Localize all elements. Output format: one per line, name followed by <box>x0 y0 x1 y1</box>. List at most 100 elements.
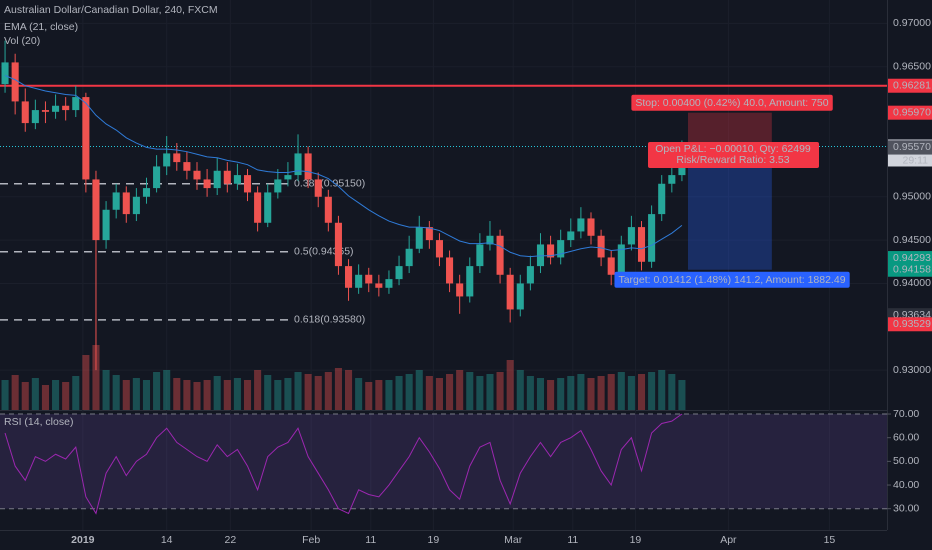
volume-bar <box>233 378 241 410</box>
volume-bar <box>415 370 423 410</box>
volume-bar <box>395 376 403 410</box>
candle-body <box>597 235 605 258</box>
candle-body <box>405 248 413 267</box>
volume-bar <box>476 376 484 410</box>
volume-bar <box>132 378 140 410</box>
candle-body <box>11 62 19 102</box>
volume-bar <box>567 376 575 410</box>
volume-bar <box>183 380 191 410</box>
candle-body <box>496 235 504 275</box>
volume-bar <box>314 376 322 410</box>
countdown-box <box>888 154 932 167</box>
volume-bar <box>547 380 555 410</box>
volume-bar <box>345 370 353 410</box>
x-tick-label: Mar <box>504 534 523 546</box>
volume-bar <box>516 370 524 410</box>
volume-bar <box>405 374 413 410</box>
ema-line <box>4 74 683 258</box>
candle-body <box>365 274 373 284</box>
volume-bar <box>324 372 332 410</box>
candle-body <box>375 283 383 288</box>
x-tick-label: 14 <box>161 534 173 546</box>
volume-bar <box>82 355 90 410</box>
candle-body <box>41 110 49 112</box>
candle-body <box>163 153 171 167</box>
volume-bar <box>658 370 666 410</box>
rsi-tick-label: 30.00 <box>893 502 919 514</box>
rsi-tick-label: 70.00 <box>893 408 919 420</box>
candle-body <box>415 227 423 249</box>
volume-bar <box>668 374 676 410</box>
price-label: 0.96281 <box>893 80 931 92</box>
volume-bar <box>526 376 534 410</box>
candle-body <box>334 222 342 267</box>
volume-bar <box>304 374 312 410</box>
volume-bar <box>11 375 19 410</box>
price-label-box <box>888 251 932 266</box>
volume-bar <box>163 370 171 410</box>
candle-body <box>52 105 60 112</box>
candle-body <box>607 257 615 275</box>
rsi-title: RSI (14, close) <box>4 416 73 428</box>
x-tick-label: 11 <box>567 534 578 546</box>
candle-body <box>446 257 454 284</box>
y-tick-label: 0.96500 <box>893 61 931 73</box>
volume-bar <box>264 375 272 410</box>
volume-bar <box>486 374 494 410</box>
volume-bar <box>173 378 181 410</box>
candle-body <box>355 274 363 288</box>
y-tick-label: 0.93000 <box>893 364 931 376</box>
y-tick-label: 0.95000 <box>893 191 931 203</box>
candle-body <box>486 235 494 245</box>
candle-body <box>425 227 433 241</box>
candle-body <box>456 283 464 297</box>
price-label-box <box>888 140 932 155</box>
candle-body <box>526 266 534 284</box>
candle-body <box>112 192 120 210</box>
volume-bar <box>193 382 201 410</box>
candle-body <box>547 244 555 258</box>
price-label-box <box>888 262 932 277</box>
candle-body <box>193 170 201 180</box>
rsi-tick-label: 50.00 <box>893 455 919 467</box>
rsi-line <box>4 413 683 515</box>
candle-body <box>284 175 292 180</box>
volume-bar <box>678 380 686 410</box>
candle-body <box>92 179 100 241</box>
candle-body <box>264 192 272 223</box>
fib-label: 0.618(0.93580) <box>294 314 365 326</box>
candle-body <box>466 266 474 297</box>
volume-bar <box>637 374 646 410</box>
candle-body <box>31 110 39 124</box>
x-tick-label: 11 <box>365 534 376 546</box>
indicator-label: EMA (21, close) <box>4 21 78 33</box>
volume-bar <box>294 372 302 410</box>
price-label: 0.94158 <box>893 264 931 276</box>
volume-bar <box>112 375 120 410</box>
candle-body <box>223 170 231 184</box>
candle-body <box>314 179 322 197</box>
rsi-tick-label: 60.00 <box>893 431 919 443</box>
volume-bar <box>496 372 504 410</box>
price-label-box <box>888 105 932 120</box>
volume-bar <box>72 376 80 410</box>
volume-bar <box>52 380 60 410</box>
volume-bar <box>375 380 383 410</box>
volume-bar <box>274 380 282 410</box>
volume-bar <box>607 374 615 410</box>
candle-body <box>557 240 565 258</box>
candle-body <box>637 227 646 262</box>
volume-bar <box>435 378 443 410</box>
volume-bar <box>425 376 433 410</box>
pnl-label: Open P&L: −0.00010, Qty: 62499 <box>655 143 811 155</box>
y-tick-label: 0.94500 <box>893 234 931 246</box>
volume-bar <box>536 378 545 410</box>
candle-body <box>345 266 353 288</box>
volume-bar <box>597 376 605 410</box>
x-tick-label: Apr <box>720 534 737 546</box>
candle-body <box>648 214 656 262</box>
candle-body <box>102 209 110 241</box>
candle-body <box>173 153 181 163</box>
y-tick-label: 0.94000 <box>893 277 931 289</box>
